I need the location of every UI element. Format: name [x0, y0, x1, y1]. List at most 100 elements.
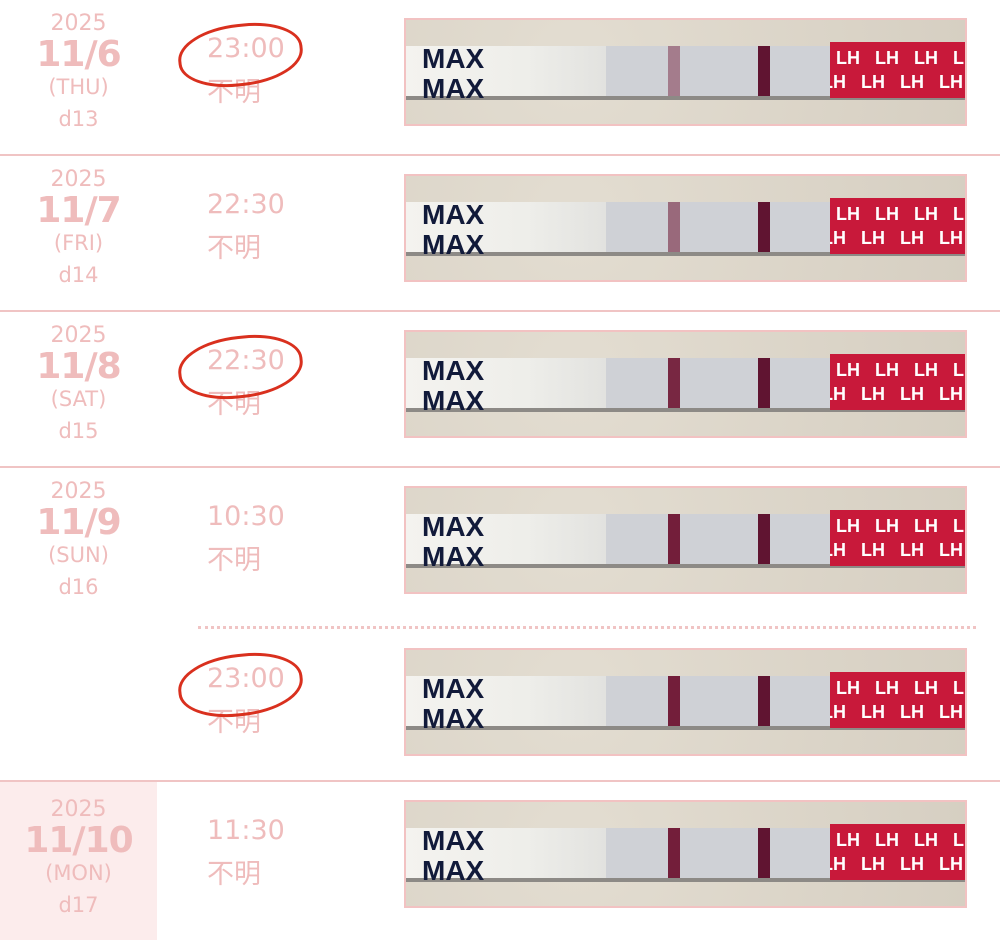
log-row: 2025 11/8 (SAT) d15 22:30 不明 MAX MAX LH L…	[0, 312, 1000, 468]
circle-annotation	[175, 329, 306, 405]
date: 11/6	[36, 34, 121, 75]
test-line	[668, 358, 680, 408]
log-entry: 11:30 不明 MAX MAX LH LH LH LH LH LH LH LH…	[0, 782, 1000, 938]
date: 11/10	[24, 820, 133, 861]
test-time: 23:00	[207, 663, 285, 694]
brand-text: MAX	[422, 229, 485, 260]
strip-handle: MAX MAX	[406, 43, 606, 104]
brand-text: MAX	[422, 673, 485, 704]
test-time: 11:30	[207, 815, 285, 846]
brand-text: MAX	[422, 73, 485, 104]
strip-handle: MAX MAX	[406, 511, 606, 572]
brand-text: MAX	[422, 703, 485, 734]
test-result-note: 不明	[207, 545, 261, 576]
cycle-day: d16	[58, 575, 99, 599]
date: 11/8	[36, 346, 121, 387]
date-cell: 2025 11/8 (SAT) d15	[0, 312, 157, 466]
log-entry: 22:30 不明 MAX MAX LH LH LH LH LH LH LH LH…	[0, 312, 1000, 468]
test-result-note: 不明	[207, 859, 261, 890]
brand-text: MAX	[422, 541, 485, 572]
control-line	[758, 828, 770, 878]
date: 11/9	[36, 502, 121, 543]
weekday: (SUN)	[48, 543, 109, 567]
brand-text: MAX	[422, 855, 485, 886]
cycle-day: d14	[58, 263, 99, 287]
control-line	[758, 676, 770, 726]
test-line	[668, 828, 680, 878]
log-entry: 23:00 不明 MAX MAX LH LH LH LH LH LH LH LH…	[0, 0, 1000, 156]
weekday: (MON)	[45, 861, 112, 885]
control-line	[758, 202, 770, 252]
test-result-note: 不明	[207, 233, 261, 264]
test-line	[668, 676, 680, 726]
test-time: 23:00	[207, 33, 285, 64]
circle-annotation	[175, 17, 306, 93]
date-cell: 2025 11/9 (SUN) d16	[0, 468, 157, 780]
strip-handle: MAX MAX	[406, 673, 606, 734]
log-row: 2025 11/7 (FRI) d14 22:30 不明 MAX MAX LH L…	[0, 156, 1000, 312]
brand-text: MAX	[422, 511, 485, 542]
brand-text: MAX	[422, 43, 485, 74]
year: 2025	[50, 323, 107, 348]
year: 2025	[50, 167, 107, 192]
weekday: (FRI)	[53, 231, 104, 255]
log-row: 2025 11/10 (MON) d17 11:30 不明 MAX MAX LH …	[0, 782, 1000, 940]
date: 11/7	[36, 190, 121, 231]
year: 2025	[50, 479, 107, 504]
cycle-day: d15	[58, 419, 99, 443]
entry-divider	[198, 626, 976, 629]
date-cell: 2025 11/7 (FRI) d14	[0, 156, 157, 310]
test-result-note: 不明	[207, 77, 261, 108]
strip-handle: MAX MAX	[406, 199, 606, 260]
test-time: 22:30	[207, 189, 285, 220]
cycle-day: d17	[58, 893, 99, 917]
brand-text: MAX	[422, 199, 485, 230]
brand-text: MAX	[422, 355, 485, 386]
test-time: 10:30	[207, 501, 285, 532]
strip-handle: MAX MAX	[406, 355, 606, 416]
date-cell: 2025 11/10 (MON) d17	[0, 782, 157, 940]
log-row: 2025 11/6 (THU) d13 23:00 不明 MAX MAX LH L…	[0, 0, 1000, 156]
brand-text: MAX	[422, 825, 485, 856]
log-entry: 10:30 不明 MAX MAX LH LH LH LH LH LH LH LH…	[0, 468, 1000, 624]
weekday: (SAT)	[50, 387, 107, 411]
brand-text: MAX	[422, 385, 485, 416]
test-time: 22:30	[207, 345, 285, 376]
log-entry: 22:30 不明 MAX MAX LH LH LH LH LH LH LH LH…	[0, 156, 1000, 312]
log-row: 2025 11/9 (SUN) d16 10:30 不明 MAX MAX LH L…	[0, 468, 1000, 782]
circle-annotation	[175, 647, 306, 723]
control-line	[758, 514, 770, 564]
log-entry: 23:00 不明 MAX MAX LH LH LH LH LH LH LH LH…	[0, 630, 1000, 786]
weekday: (THU)	[48, 75, 109, 99]
control-line	[758, 46, 770, 96]
test-line	[668, 202, 680, 252]
test-result-note: 不明	[207, 389, 261, 420]
date-cell: 2025 11/6 (THU) d13	[0, 0, 157, 154]
strip-handle: MAX MAX	[406, 825, 606, 886]
cycle-day: d13	[58, 107, 99, 131]
test-line	[668, 514, 680, 564]
year: 2025	[50, 11, 107, 36]
test-line	[668, 46, 680, 96]
year: 2025	[50, 797, 107, 822]
control-line	[758, 358, 770, 408]
test-result-note: 不明	[207, 707, 261, 738]
